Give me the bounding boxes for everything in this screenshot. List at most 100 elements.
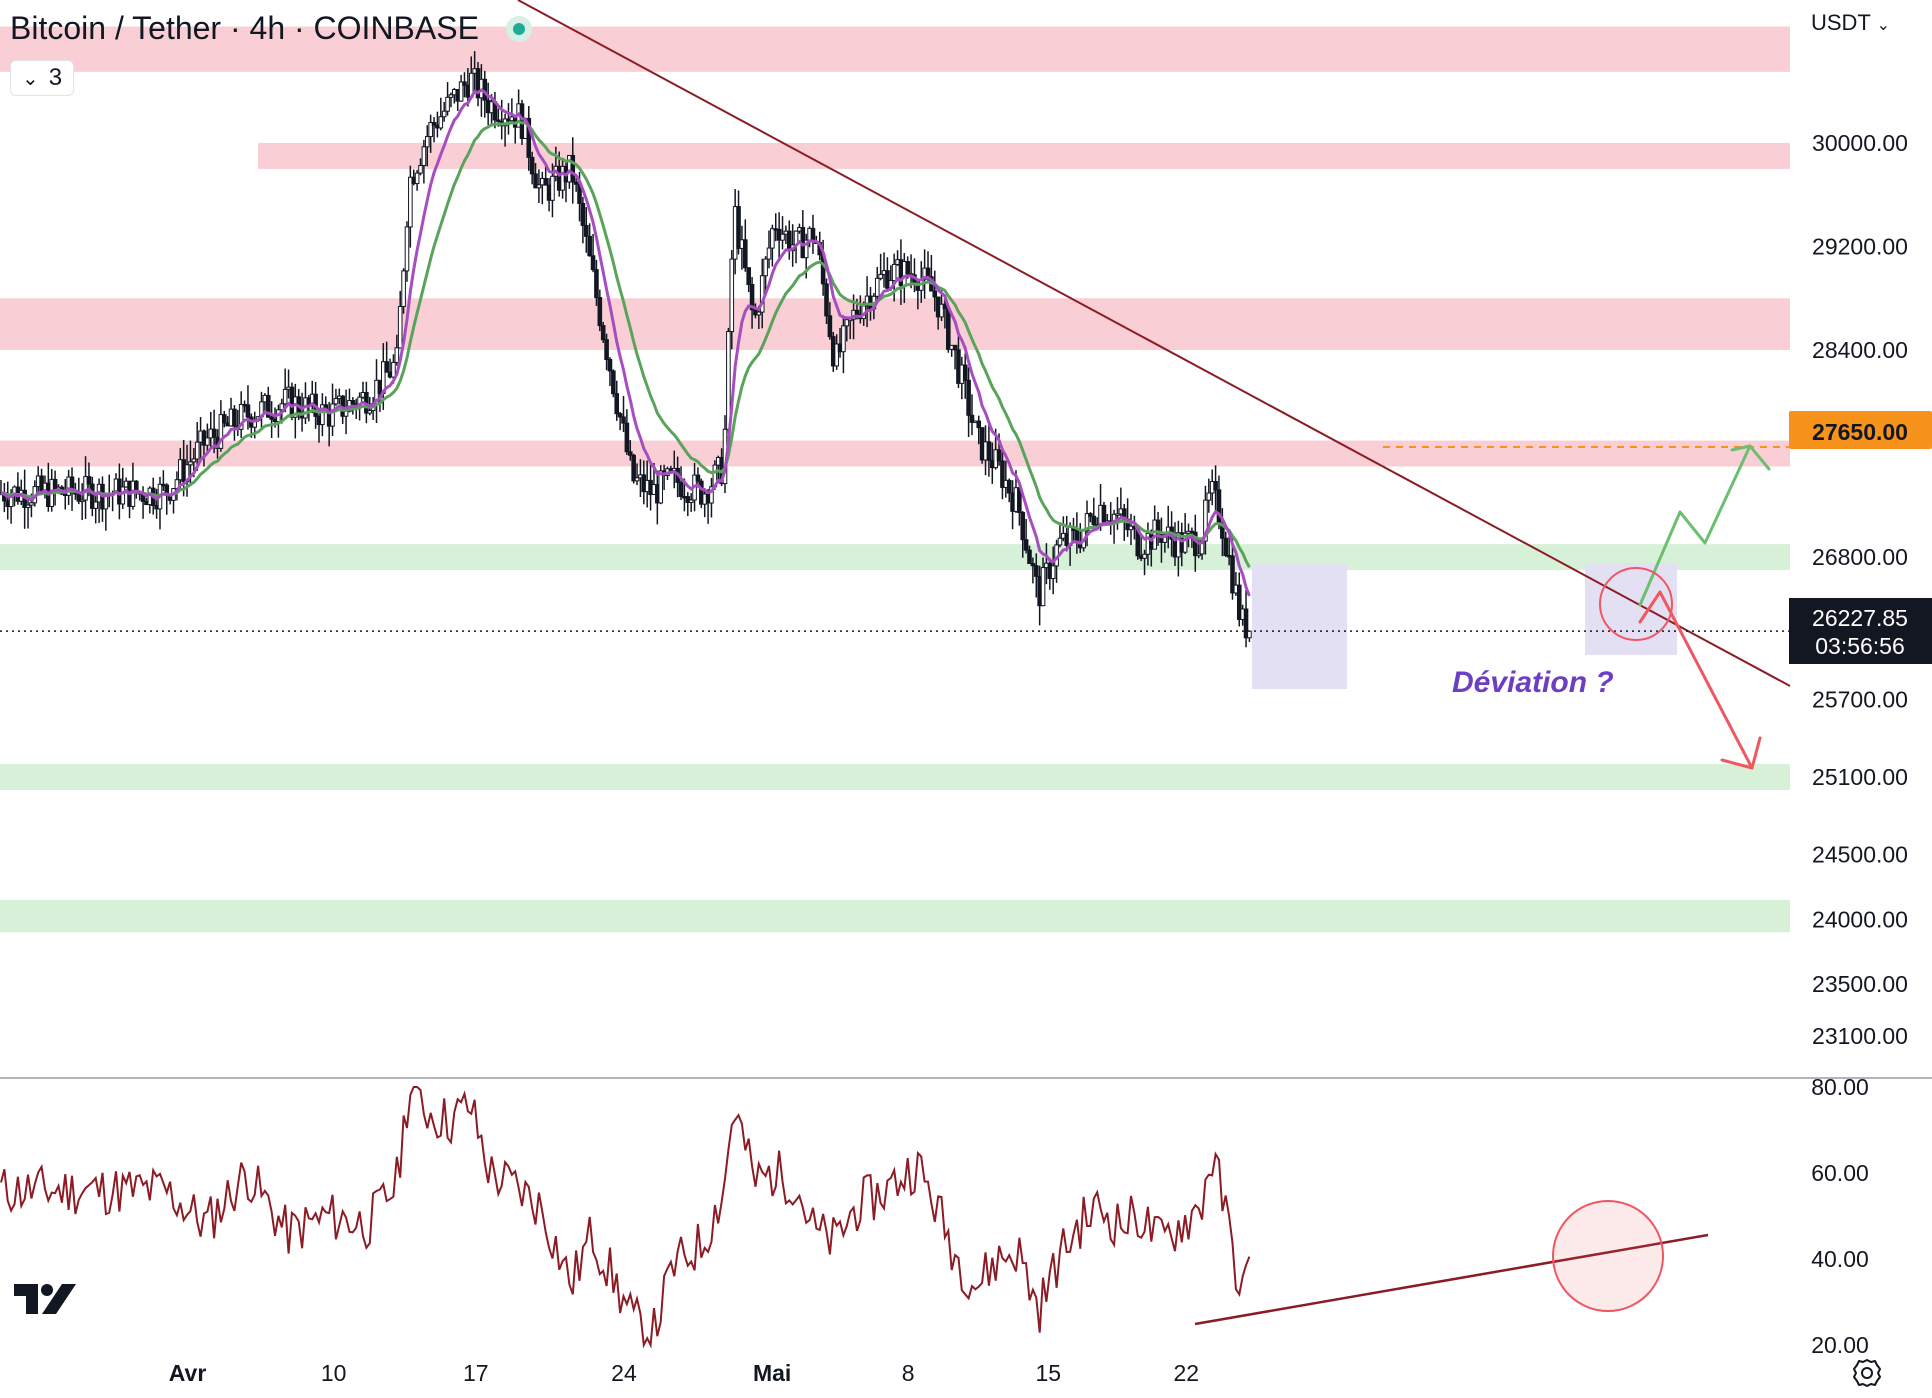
candlesticks bbox=[0, 51, 1252, 648]
deviation-box bbox=[1585, 563, 1677, 655]
time-tick-label: 8 bbox=[902, 1360, 915, 1386]
rsi-axis[interactable]: 80.00 60.00 40.00 20.00 bbox=[1811, 1074, 1869, 1358]
candle-body bbox=[191, 458, 197, 463]
candle-body bbox=[827, 315, 833, 338]
candle-body bbox=[1000, 460, 1005, 488]
market-status-icon[interactable] bbox=[506, 16, 532, 42]
candle-body bbox=[86, 476, 92, 485]
candle-body bbox=[743, 239, 748, 269]
candle-body bbox=[238, 403, 244, 430]
candle-body bbox=[1027, 549, 1032, 564]
candle-body bbox=[25, 504, 31, 508]
candle-body bbox=[580, 202, 586, 226]
candle-body bbox=[397, 306, 403, 349]
candle-body bbox=[766, 247, 772, 260]
candle-body bbox=[1050, 565, 1056, 580]
time-tick-label: Mai bbox=[753, 1360, 791, 1386]
candle-body bbox=[404, 226, 410, 272]
candle-body bbox=[1223, 537, 1229, 556]
price-tick-label: 30000.00 bbox=[1812, 130, 1908, 156]
rsi-tick-label: 40.00 bbox=[1811, 1246, 1869, 1272]
candle-body bbox=[631, 454, 636, 482]
candle-body bbox=[120, 486, 126, 505]
indicators-toggle-button[interactable]: ⌄ 3 bbox=[10, 60, 74, 96]
candle-body bbox=[634, 477, 640, 482]
candle-body bbox=[617, 413, 623, 418]
candle-body bbox=[90, 483, 95, 509]
candle-body bbox=[211, 428, 217, 438]
chevron-down-icon: ⌄ bbox=[21, 67, 39, 90]
resistance-zone bbox=[0, 440, 1790, 467]
deviation-boxes bbox=[1252, 563, 1677, 689]
deviation-annotation: Déviation ? bbox=[1452, 666, 1614, 699]
candle-body bbox=[394, 347, 400, 363]
candle-body bbox=[79, 499, 85, 503]
deviation-box bbox=[1252, 563, 1347, 689]
candle-body bbox=[221, 414, 227, 424]
candle-body bbox=[729, 258, 735, 333]
candle-body bbox=[594, 269, 599, 299]
price-tick-label: 24000.00 bbox=[1812, 906, 1908, 932]
price-zones bbox=[0, 26, 1790, 933]
candle-body bbox=[279, 403, 285, 411]
support-zone bbox=[0, 764, 1790, 790]
candle-body bbox=[265, 394, 271, 418]
rsi-tick-label: 80.00 bbox=[1811, 1074, 1869, 1100]
candle-body bbox=[1230, 555, 1235, 594]
candle-body bbox=[1006, 479, 1012, 494]
time-tick-label: Avr bbox=[169, 1360, 207, 1386]
candle-body bbox=[343, 410, 349, 417]
tradingview-logo-icon[interactable] bbox=[14, 1284, 76, 1314]
candle-body bbox=[1057, 537, 1063, 546]
price-tick-label: 23100.00 bbox=[1812, 1023, 1908, 1049]
candle-body bbox=[905, 261, 911, 275]
candle-body bbox=[448, 94, 454, 98]
candle-body bbox=[844, 319, 850, 327]
bullish-scenario-arrow bbox=[1638, 444, 1752, 607]
candle-body bbox=[780, 233, 785, 241]
settings-gear-icon[interactable] bbox=[1852, 1358, 1882, 1388]
candle-body bbox=[188, 461, 193, 466]
candle-body bbox=[269, 416, 274, 420]
candle-body bbox=[1192, 531, 1198, 557]
candle-body bbox=[770, 228, 775, 249]
candle-body bbox=[438, 116, 444, 129]
price-axis[interactable]: 30000.00 29200.00 28400.00 26800.00 25700.00… bbox=[1812, 130, 1908, 1049]
candle-body bbox=[1084, 513, 1090, 532]
candle-body bbox=[621, 416, 626, 424]
candle-body bbox=[969, 414, 975, 423]
resistance-zone bbox=[258, 143, 1790, 169]
candle-body bbox=[763, 258, 768, 277]
candle-body bbox=[1115, 513, 1120, 516]
candle-body bbox=[93, 501, 99, 509]
candle-body bbox=[408, 176, 413, 228]
candle-body bbox=[445, 96, 450, 112]
scenario-arrows bbox=[1638, 444, 1771, 770]
rsi-pane bbox=[0, 1086, 1709, 1349]
candle-body bbox=[939, 303, 944, 318]
candle-body bbox=[421, 146, 427, 167]
currency-selector[interactable]: USDT ⌄ bbox=[1811, 10, 1890, 36]
last-price-label: 26227.85 bbox=[1812, 605, 1908, 631]
candle-body bbox=[874, 277, 880, 297]
candle-body bbox=[550, 175, 555, 201]
candle-body bbox=[218, 414, 224, 449]
candle-body bbox=[458, 81, 464, 102]
price-tick-label: 24500.00 bbox=[1812, 842, 1908, 868]
symbol-title[interactable]: Bitcoin / Tether · 4h · COINBASE bbox=[10, 10, 479, 46]
time-axis[interactable]: Avr 10 17 24 Mai 8 15 22 bbox=[169, 1360, 1199, 1386]
price-tick-label: 23500.00 bbox=[1812, 971, 1908, 997]
candle-body bbox=[1196, 553, 1201, 557]
candle-body bbox=[695, 474, 701, 482]
candle-body bbox=[418, 165, 423, 174]
candle-body bbox=[282, 388, 288, 405]
candle-body bbox=[367, 409, 373, 414]
candle-body bbox=[587, 235, 592, 257]
candle-body bbox=[1023, 539, 1029, 551]
candle-body bbox=[611, 370, 616, 395]
candle-body bbox=[330, 403, 335, 427]
candle-body bbox=[462, 81, 467, 86]
candle-body bbox=[932, 290, 938, 298]
candle-body bbox=[1247, 630, 1252, 639]
